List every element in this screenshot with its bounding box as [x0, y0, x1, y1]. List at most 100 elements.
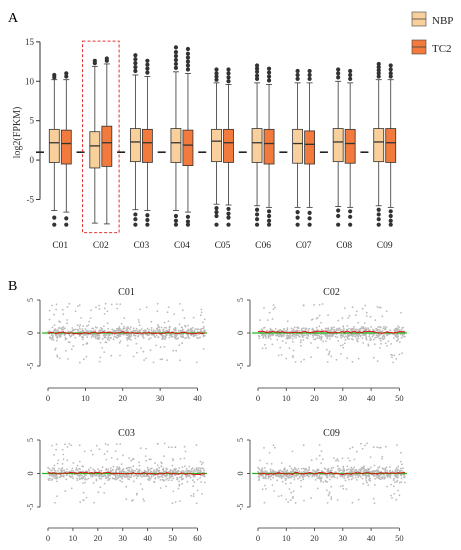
scatter-point	[347, 457, 350, 460]
scatter-point	[292, 497, 294, 499]
scatter-point	[357, 476, 360, 478]
scatter-point	[272, 333, 275, 336]
scatter-point	[95, 306, 97, 309]
scatter-point	[349, 471, 351, 474]
outlier-point	[266, 78, 272, 83]
x-tick-label: C04	[174, 241, 190, 251]
scatter-point	[368, 468, 371, 471]
outlier-point	[266, 70, 272, 75]
scatter-point	[157, 475, 159, 478]
scatter-point	[342, 344, 344, 346]
y-tick-label: 0	[236, 472, 245, 476]
scatter-point	[161, 335, 164, 338]
scatter-point	[70, 487, 73, 490]
x-tick-label: 40	[143, 533, 152, 543]
scatter-point	[351, 501, 354, 504]
scatter-point	[147, 334, 150, 337]
scatter-point	[307, 473, 310, 476]
scatter-point	[113, 329, 115, 332]
scatter-point	[145, 330, 148, 332]
scatter-point	[341, 317, 344, 320]
scatter-point	[308, 475, 310, 478]
scatter-point	[353, 470, 356, 473]
scatter-point	[313, 338, 315, 341]
scatter-point	[400, 336, 403, 339]
box-nbp	[211, 128, 222, 163]
scatter-point	[103, 325, 105, 328]
scatter-point	[72, 329, 75, 332]
scatter-point	[300, 485, 302, 488]
scatter-point	[82, 499, 85, 501]
scatter-point	[398, 341, 401, 343]
scatter-point	[272, 308, 275, 310]
outlier-point	[348, 72, 353, 78]
scatter-point	[394, 481, 396, 484]
scatter-point	[293, 476, 296, 479]
scatter-point	[378, 306, 381, 309]
outlier-point	[295, 76, 300, 82]
scatter-point	[135, 477, 138, 480]
scatter-point	[318, 335, 321, 338]
scatter-point	[383, 474, 385, 477]
scatter-point	[304, 328, 307, 331]
scatter-point	[158, 475, 161, 478]
y-tick-label: 5	[26, 438, 35, 442]
scatter-point	[315, 458, 318, 460]
scatter-point	[320, 462, 322, 464]
scatter-point	[266, 462, 268, 465]
scatter-point	[276, 479, 279, 482]
scatter-point	[337, 319, 340, 322]
scatter-point	[357, 357, 360, 360]
scatter-point	[330, 326, 333, 329]
scatter-point	[114, 476, 117, 479]
scatter-point	[108, 478, 111, 481]
scatter-point	[372, 356, 375, 359]
box-nbp	[292, 128, 304, 164]
scatter-point	[398, 326, 401, 329]
scatter-point	[112, 465, 115, 468]
scatter-point	[348, 334, 350, 336]
scatter-point	[119, 303, 122, 305]
scatter-point	[116, 458, 119, 461]
scatter-point	[329, 478, 331, 481]
scatter-point	[287, 335, 290, 338]
x-tick-label: 20	[310, 533, 319, 543]
scatter-point	[188, 474, 191, 477]
outlier-point	[266, 66, 272, 71]
scatter-point	[316, 470, 318, 472]
scatter-point	[125, 337, 128, 339]
x-tick-label: 10	[282, 533, 291, 543]
scatter-point	[137, 334, 140, 337]
scatter-point	[343, 336, 346, 339]
scatter-point	[309, 333, 312, 336]
scatter-point	[289, 333, 291, 336]
scatter-point	[60, 474, 62, 477]
scatter-point	[114, 336, 117, 338]
scatter-point	[101, 346, 104, 349]
outlier-point	[64, 74, 69, 79]
scatter-point	[274, 474, 277, 476]
scatter-point	[328, 493, 331, 495]
outlier-point	[104, 56, 109, 61]
outlier-point	[376, 74, 381, 79]
scatter-point	[397, 489, 399, 492]
scatter-point	[388, 470, 391, 473]
scatter-point	[120, 463, 123, 465]
scatter-point	[68, 302, 71, 305]
scatter-point	[193, 468, 196, 471]
scatter-point	[100, 474, 103, 477]
x-tick-label: 40	[367, 533, 376, 543]
scatter-point	[105, 469, 107, 472]
scatter-point	[360, 469, 362, 472]
scatter-point	[68, 334, 71, 337]
scatter-point	[144, 475, 147, 478]
outlier-point	[185, 46, 191, 52]
scatter-point	[354, 476, 357, 479]
scatter-point	[118, 341, 121, 344]
scatter-point	[342, 487, 345, 490]
scatter-point	[174, 471, 177, 474]
scatter-point	[200, 308, 203, 311]
scatter-point	[286, 327, 289, 330]
scatter-point	[285, 482, 287, 485]
scatter-point	[60, 333, 63, 335]
